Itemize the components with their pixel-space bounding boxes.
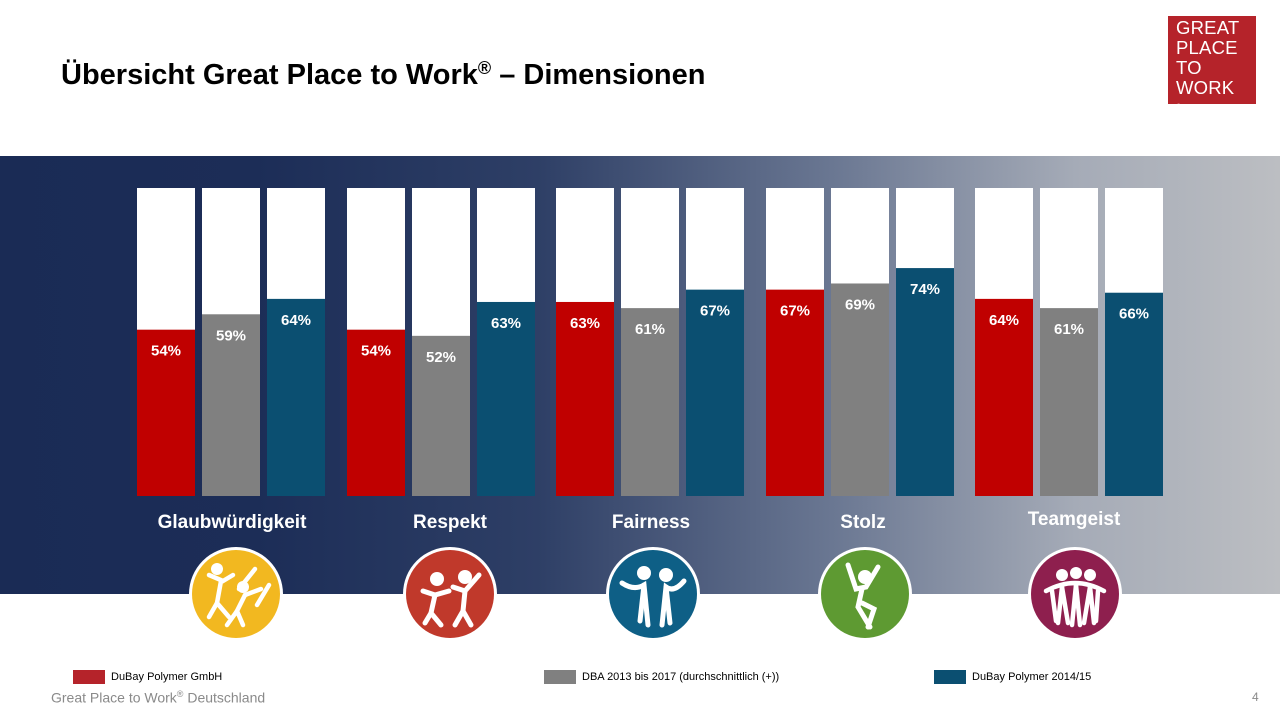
data-label: 64% (989, 312, 1019, 329)
logo-line: WORK ® (1176, 77, 1235, 112)
bar (556, 301, 614, 496)
data-label: 63% (491, 315, 521, 332)
legend-swatch (544, 670, 576, 684)
legend-item: DuBay Polymer 2014/15 (934, 670, 1091, 684)
legend-item: DBA 2013 bis 2017 (durchschnittlich (+)) (544, 670, 779, 684)
category-label: Teamgeist (1027, 509, 1121, 530)
respekt-icon (403, 547, 497, 641)
glaubwuerdigkeit-icon (189, 547, 283, 641)
stolz-icon (818, 547, 912, 641)
legend-swatch (73, 670, 105, 684)
bar (477, 301, 535, 496)
page-title: Übersicht Great Place to Work® – Dimensi… (61, 58, 706, 91)
legend-item: DuBay Polymer GmbH (73, 670, 222, 684)
data-label: 67% (700, 303, 730, 320)
data-label: 63% (570, 315, 600, 332)
bar (267, 298, 325, 496)
bar (686, 289, 744, 496)
bar (975, 298, 1033, 496)
teamgeist-icon (1028, 547, 1122, 641)
bar (831, 283, 889, 496)
data-label: 64% (281, 312, 311, 329)
gptw-logo: GREAT PLACE TO WORK ® (1168, 16, 1256, 111)
logo-line: TO (1176, 57, 1202, 78)
legend-swatch (934, 670, 966, 684)
bar-chart: 54% 59% 64% 54% 52% 63% 63% 61% 67% 67% 69% 74% 64% 6… (137, 188, 1163, 496)
bar (766, 289, 824, 496)
bar (1105, 292, 1163, 496)
logo-line: PLACE (1176, 37, 1238, 58)
category-label: Stolz (840, 512, 886, 533)
bar (202, 314, 260, 496)
bar (621, 308, 679, 496)
bar (347, 329, 405, 496)
data-label: 54% (151, 343, 181, 360)
category-label: Glaubwürdigkeit (157, 512, 307, 533)
bar (896, 268, 954, 496)
legend-label: DuBay Polymer 2014/15 (972, 671, 1092, 683)
data-label: 69% (845, 296, 875, 313)
legend-label: DBA 2013 bis 2017 (durchschnittlich (+)) (582, 671, 780, 683)
data-label: 74% (910, 281, 940, 298)
data-label: 61% (635, 321, 665, 338)
data-label: 59% (216, 327, 246, 344)
bar (1040, 308, 1098, 496)
bar (412, 335, 470, 496)
data-label: 66% (1119, 306, 1149, 323)
category-label: Fairness (611, 512, 691, 533)
page-number: 4 (1252, 690, 1259, 704)
bar (137, 329, 195, 496)
logo-line: GREAT (1176, 17, 1240, 38)
legend-label: DuBay Polymer GmbH (111, 671, 223, 683)
data-label: 54% (361, 343, 391, 360)
data-label: 61% (1054, 321, 1084, 338)
category-label: Respekt (413, 512, 487, 533)
data-label: 52% (426, 349, 456, 366)
fairness-icon (606, 547, 700, 641)
data-label: 67% (780, 303, 810, 320)
footer-text: Great Place to Work® Deutschland (51, 689, 266, 706)
